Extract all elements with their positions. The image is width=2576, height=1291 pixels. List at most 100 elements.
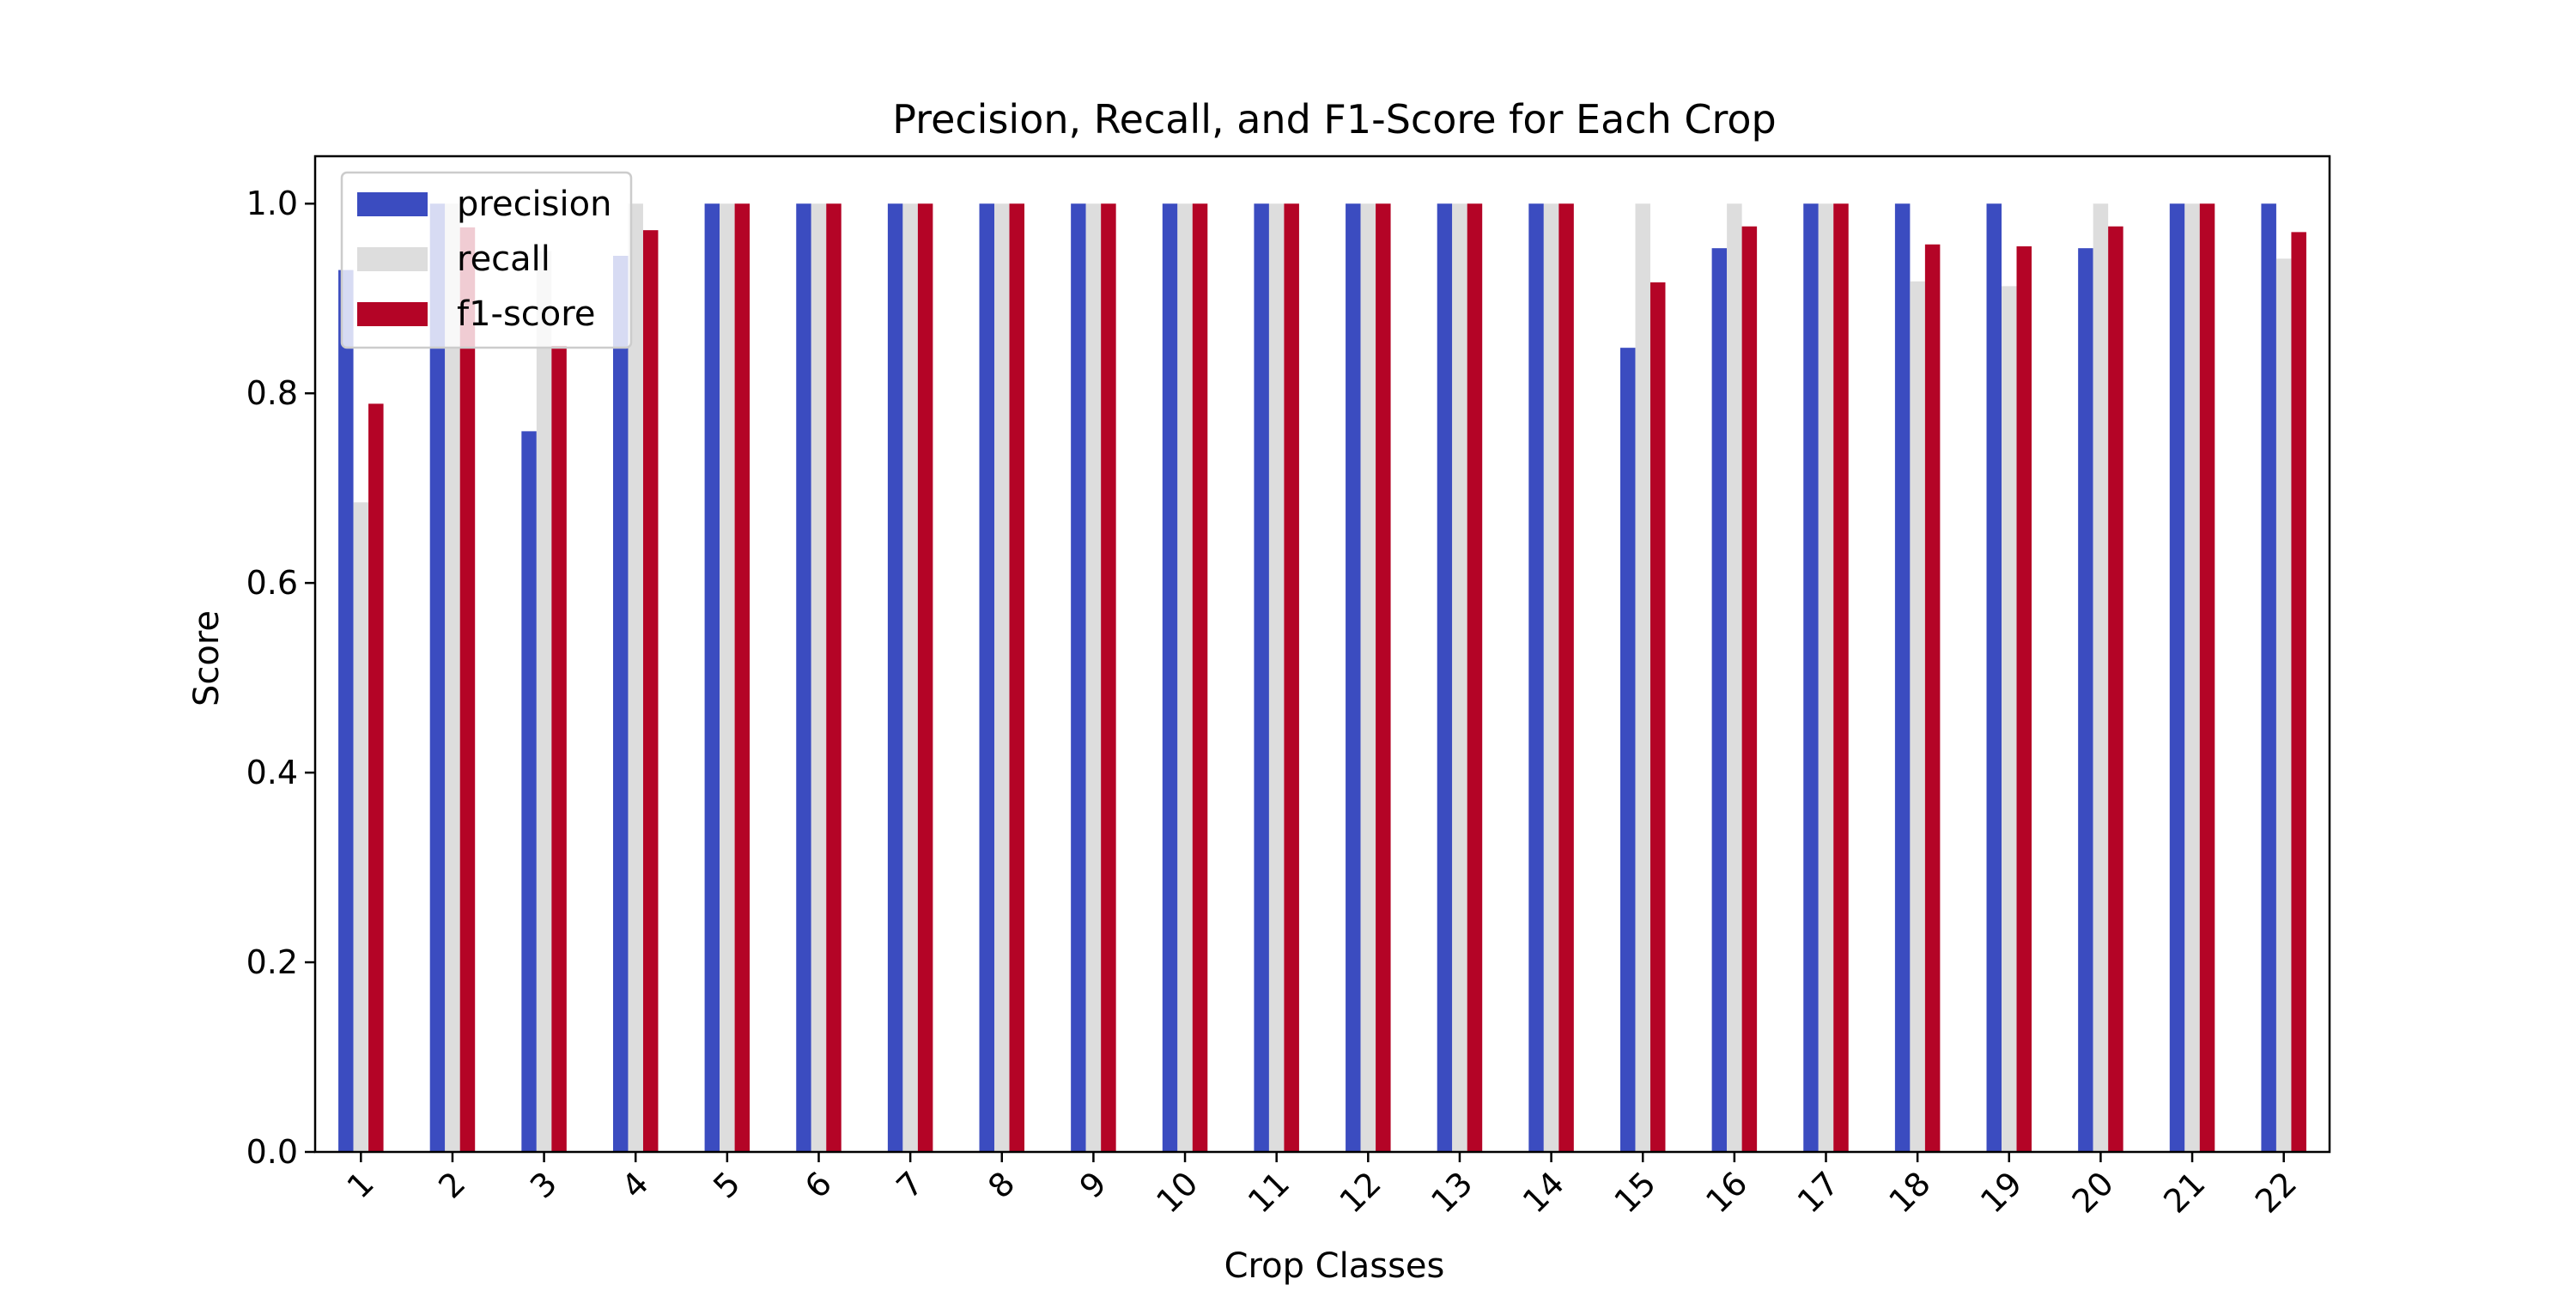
bar-f1-score-15	[1649, 282, 1666, 1152]
x-tick-label: 1	[340, 1164, 381, 1205]
bar-f1-score-21	[2199, 203, 2215, 1153]
bar-f1-score-12	[1376, 203, 1391, 1153]
bar-f1-score-10	[1192, 203, 1208, 1153]
bar-recall-7	[902, 203, 918, 1153]
x-tick-label: 4	[615, 1164, 656, 1205]
bar-precision-12	[1346, 203, 1361, 1153]
plot-frame	[313, 155, 2331, 1154]
legend-label-recall: recall	[457, 239, 550, 279]
bar-precision-16	[1711, 248, 1728, 1152]
bar-recall-2	[445, 203, 460, 1153]
bar-f1-score-16	[1741, 226, 1758, 1152]
bar-f1-score-7	[917, 203, 933, 1153]
x-tick-label: 5	[706, 1164, 747, 1205]
bar-recall-11	[1268, 203, 1285, 1153]
bar-f1-score-9	[1101, 203, 1116, 1153]
chart-title: Precision, Recall, and F1-Score for Each…	[892, 96, 1776, 142]
bar-precision-5	[704, 203, 720, 1153]
x-tick-label: 16	[1698, 1164, 1754, 1220]
y-ticks: 0.0 0.2 0.4 0.6 0.8 1.0	[246, 185, 315, 1171]
x-tick-label: 15	[1607, 1164, 1662, 1220]
legend-label-precision: precision	[457, 185, 611, 224]
bar-precision-19	[1986, 203, 2002, 1153]
y-tick-label: 1.0	[246, 185, 298, 222]
bar-precision-11	[1254, 203, 1269, 1153]
bars-group	[338, 203, 2306, 1153]
x-tick-label: 3	[523, 1164, 564, 1205]
x-tick-label: 19	[1973, 1164, 2029, 1220]
bar-f1-score-18	[1924, 244, 1941, 1152]
legend-swatch-recall	[357, 247, 428, 271]
x-ticks: 1 2 3 4 5 6 7 8 9 10 11 12 13 14 15 16 17 18 19 20 21 22	[340, 1152, 2304, 1221]
bar-f1-score-4	[642, 230, 659, 1152]
bar-precision-14	[1528, 203, 1544, 1153]
bar-f1-score-11	[1284, 203, 1299, 1153]
bar-recall-3	[536, 251, 552, 1153]
bar-recall-14	[1543, 203, 1559, 1153]
bar-precision-3	[521, 431, 537, 1152]
x-tick-label: 22	[2248, 1164, 2304, 1220]
bar-precision-8	[979, 203, 995, 1153]
bar-recall-22	[2275, 258, 2292, 1152]
bar-precision-15	[1619, 348, 1636, 1152]
x-tick-label: 14	[1516, 1164, 1571, 1220]
x-tick-label: 6	[798, 1164, 839, 1205]
bar-precision-9	[1071, 203, 1086, 1153]
x-tick-label: 11	[1241, 1164, 1297, 1220]
bar-recall-18	[1910, 281, 1925, 1153]
bar-recall-13	[1452, 203, 1467, 1153]
bar-precision-6	[796, 203, 811, 1153]
x-tick-label: 7	[889, 1164, 930, 1205]
bar-precision-7	[887, 203, 903, 1153]
bar-precision-18	[1894, 203, 1911, 1153]
bar-f1-score-22	[2291, 232, 2306, 1152]
x-tick-label: 17	[1790, 1164, 1846, 1220]
x-tick-label: 8	[981, 1164, 1022, 1205]
bar-recall-19	[2002, 286, 2017, 1153]
bar-recall-20	[2093, 203, 2109, 1153]
x-tick-label: 18	[1881, 1164, 1937, 1220]
bar-precision-20	[2078, 248, 2093, 1152]
y-axis-label: Score	[187, 610, 227, 706]
bar-precision-22	[2261, 203, 2276, 1153]
x-tick-label: 21	[2156, 1164, 2212, 1220]
bar-precision-21	[2169, 203, 2185, 1153]
bar-precision-1	[338, 270, 354, 1152]
bar-f1-score-8	[1009, 203, 1025, 1153]
x-tick-label: 9	[1072, 1164, 1114, 1205]
legend-label-f1-score: f1-score	[457, 294, 595, 334]
bar-recall-16	[1727, 203, 1742, 1153]
x-tick-label: 12	[1333, 1164, 1388, 1220]
bar-recall-4	[628, 203, 643, 1153]
bar-f1-score-14	[1558, 203, 1574, 1153]
legend-swatch-precision	[357, 192, 428, 216]
bar-recall-21	[2184, 203, 2200, 1153]
x-tick-label: 13	[1424, 1164, 1479, 1220]
bar-f1-score-20	[2108, 226, 2123, 1152]
bar-recall-12	[1360, 203, 1376, 1153]
y-tick-label: 0.4	[246, 754, 298, 791]
x-tick-label: 2	[431, 1164, 472, 1205]
y-tick-label: 0.0	[246, 1133, 298, 1171]
bar-recall-8	[994, 203, 1010, 1153]
y-tick-label: 0.2	[246, 943, 298, 981]
bar-recall-9	[1085, 203, 1102, 1153]
bar-precision-10	[1162, 203, 1178, 1153]
x-tick-label: 10	[1149, 1164, 1205, 1220]
bar-f1-score-2	[459, 227, 476, 1152]
bar-precision-13	[1437, 203, 1453, 1153]
x-axis-label: Crop Classes	[1224, 1246, 1445, 1286]
legend-swatch-f1-score	[357, 302, 428, 326]
bar-precision-2	[429, 203, 446, 1153]
y-tick-label: 0.6	[246, 564, 298, 602]
bar-recall-5	[720, 203, 735, 1153]
bar-recall-15	[1635, 203, 1650, 1153]
x-tick-label: 20	[2065, 1164, 2121, 1220]
bar-f1-score-13	[1467, 203, 1483, 1153]
bar-f1-score-19	[2016, 245, 2032, 1153]
bar-f1-score-3	[551, 345, 567, 1152]
bar-recall-6	[811, 203, 827, 1153]
bar-precision-17	[1803, 203, 1819, 1153]
